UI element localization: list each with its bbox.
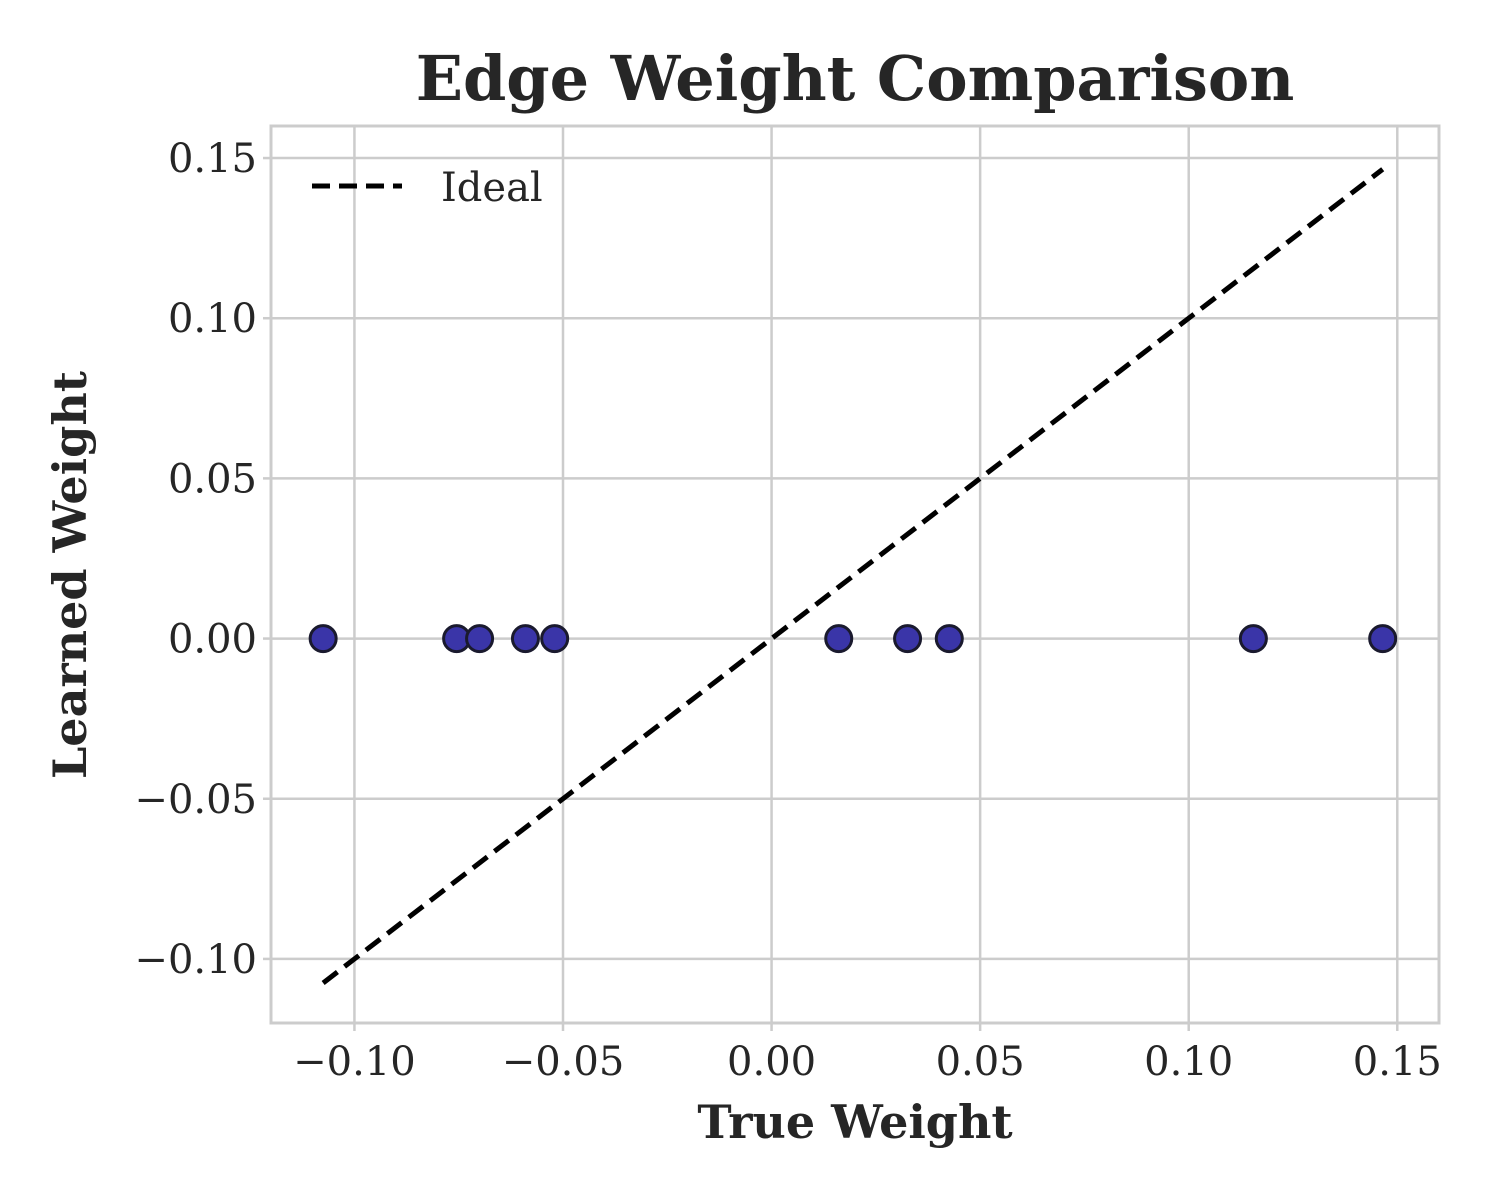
x-tick-label: 0.10: [1144, 1039, 1233, 1085]
y-tick-label: 0.15: [168, 136, 257, 182]
x-tick-label: 0.15: [1353, 1039, 1442, 1085]
plot-frame: [269, 124, 1441, 1025]
ideal-line: [321, 167, 1385, 985]
data-point: [465, 624, 495, 654]
data-point: [1238, 624, 1268, 654]
grid: [263, 126, 1439, 1031]
y-tick-label: −0.05: [134, 777, 257, 823]
data-point: [308, 624, 338, 654]
y-tick-label: 0.00: [168, 617, 257, 663]
x-tick-label: 0.00: [727, 1039, 816, 1085]
x-axis-label: True Weight: [697, 1095, 1013, 1149]
data-point: [934, 624, 964, 654]
y-axis-label: Learned Weight: [43, 370, 97, 779]
data-point: [893, 624, 923, 654]
chart-title: Edge Weight Comparison: [416, 42, 1295, 115]
data-point: [540, 624, 570, 654]
y-tick-labels: −0.10 −0.05 0.00 0.05 0.10 0.15: [134, 136, 257, 983]
x-tick-label: −0.05: [502, 1039, 625, 1085]
y-tick-label: 0.10: [168, 296, 257, 342]
data-point: [510, 624, 540, 654]
data-point: [1368, 624, 1398, 654]
legend-label-ideal: Ideal: [441, 165, 543, 211]
points-layer: [308, 624, 1398, 654]
x-tick-label: −0.10: [293, 1039, 416, 1085]
legend: Ideal: [312, 165, 543, 211]
data-point: [824, 624, 854, 654]
x-tick-label: 0.05: [936, 1039, 1025, 1085]
y-tick-label: 0.05: [168, 456, 257, 502]
x-tick-labels: −0.10 −0.05 0.00 0.05 0.10 0.15: [293, 1039, 1442, 1085]
y-tick-label: −0.10: [134, 937, 257, 983]
ideal-line-layer: [321, 167, 1385, 985]
